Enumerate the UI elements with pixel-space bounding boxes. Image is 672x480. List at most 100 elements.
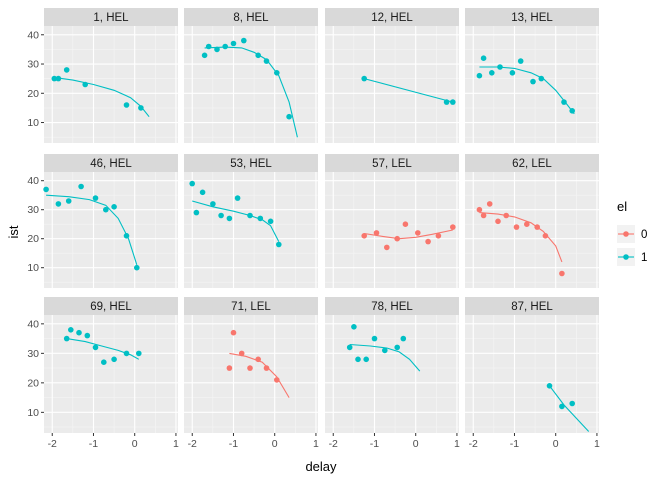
data-point [255,52,261,59]
data-point [55,201,62,207]
legend-entry: 1 [617,248,647,266]
data-point [443,99,450,105]
fitted-curve [364,229,453,240]
data-point [361,75,368,82]
facet-panel: 78, HEL [325,297,459,433]
data-point [205,43,212,50]
data-point [247,365,253,371]
data-point [425,238,431,245]
panel-background [44,315,178,433]
data-point [255,356,261,363]
panel-background [184,172,318,288]
y-tick-label: 20 [27,377,39,389]
data-point [569,400,575,407]
data-point [123,102,130,108]
facet-strip-label: 8, HEL [233,12,269,24]
data-point [111,204,117,210]
facet-strip [184,297,318,315]
data-point [101,359,107,366]
data-point [222,43,228,50]
data-point [476,206,483,213]
data-point [351,324,357,330]
data-point [257,215,264,222]
data-point [214,46,220,53]
data-point [346,344,353,351]
data-point [569,108,575,114]
y-tick-label: 40 [27,175,39,187]
data-point [193,209,200,216]
data-point [486,201,493,207]
data-point [400,335,407,342]
data-point [241,37,247,44]
data-point [238,350,245,357]
data-point [513,224,520,230]
data-point [63,335,70,342]
legend: el 01 [617,199,647,266]
facet-strip [465,154,599,172]
facet-strip-label: 46, HEL [90,158,132,170]
facet-strip-label: 53, HEL [230,158,272,170]
facet-panel: 71, LEL [184,297,318,433]
data-point [51,75,58,82]
data-point [43,186,49,193]
x-tick-label: 0 [272,438,278,450]
x-axis-title: delay [305,459,337,474]
data-point [82,81,88,88]
data-point [138,105,144,111]
data-point [218,212,224,219]
facet-strip-label: 71, LEL [231,301,271,313]
data-point [480,212,487,219]
x-tick-label: 0 [132,438,138,450]
data-point [450,99,456,105]
data-point [524,221,530,227]
fitted-curve [66,338,140,360]
data-point [123,350,130,357]
data-point [394,235,401,242]
data-point [263,58,270,64]
data-point [134,264,140,271]
facet-panel: 8, HEL [184,8,318,143]
data-point [111,356,117,363]
facet-panel: 13, HEL [465,8,599,143]
panel-background [44,26,178,143]
y-tick-label: 30 [27,204,39,216]
facet-panel: 62, LEL [465,154,599,288]
data-point [546,383,553,389]
data-point [450,224,456,230]
facet-strip-label: 1, HEL [93,12,129,24]
data-point [394,344,401,351]
facet-panel: 53, HEL [184,154,318,288]
x-tick-label: -1 [510,438,519,450]
y-tick-label: 10 [27,407,39,419]
legend-label: 0 [641,229,647,241]
data-point [534,224,540,230]
x-tick-label: -2 [48,438,57,450]
legend-label: 1 [641,252,647,264]
legend-entries: 01 [617,225,647,266]
data-point [92,195,99,201]
facet-panel: 57, LEL [325,154,459,288]
data-point [276,241,282,248]
data-point [65,198,72,204]
data-point [123,233,130,239]
fitted-curve [349,343,421,372]
data-point [361,233,368,239]
data-point [234,195,241,201]
panel-background [465,172,599,288]
legend-title: el [617,199,627,214]
facet-strip-label: 78, HEL [371,301,413,313]
panel-background [325,26,459,143]
data-point [274,377,280,383]
data-point [415,230,421,236]
y-tick-label: 30 [27,59,39,71]
data-point [384,244,390,251]
y-axis-title: ist [6,225,21,238]
data-point [267,218,274,225]
facet-strip [465,297,599,315]
y-tick-label: 10 [27,262,39,274]
facet-strip [325,297,459,315]
data-point [497,64,503,70]
y-tick-label: 40 [27,29,39,41]
x-tick-label: 1 [173,438,179,450]
